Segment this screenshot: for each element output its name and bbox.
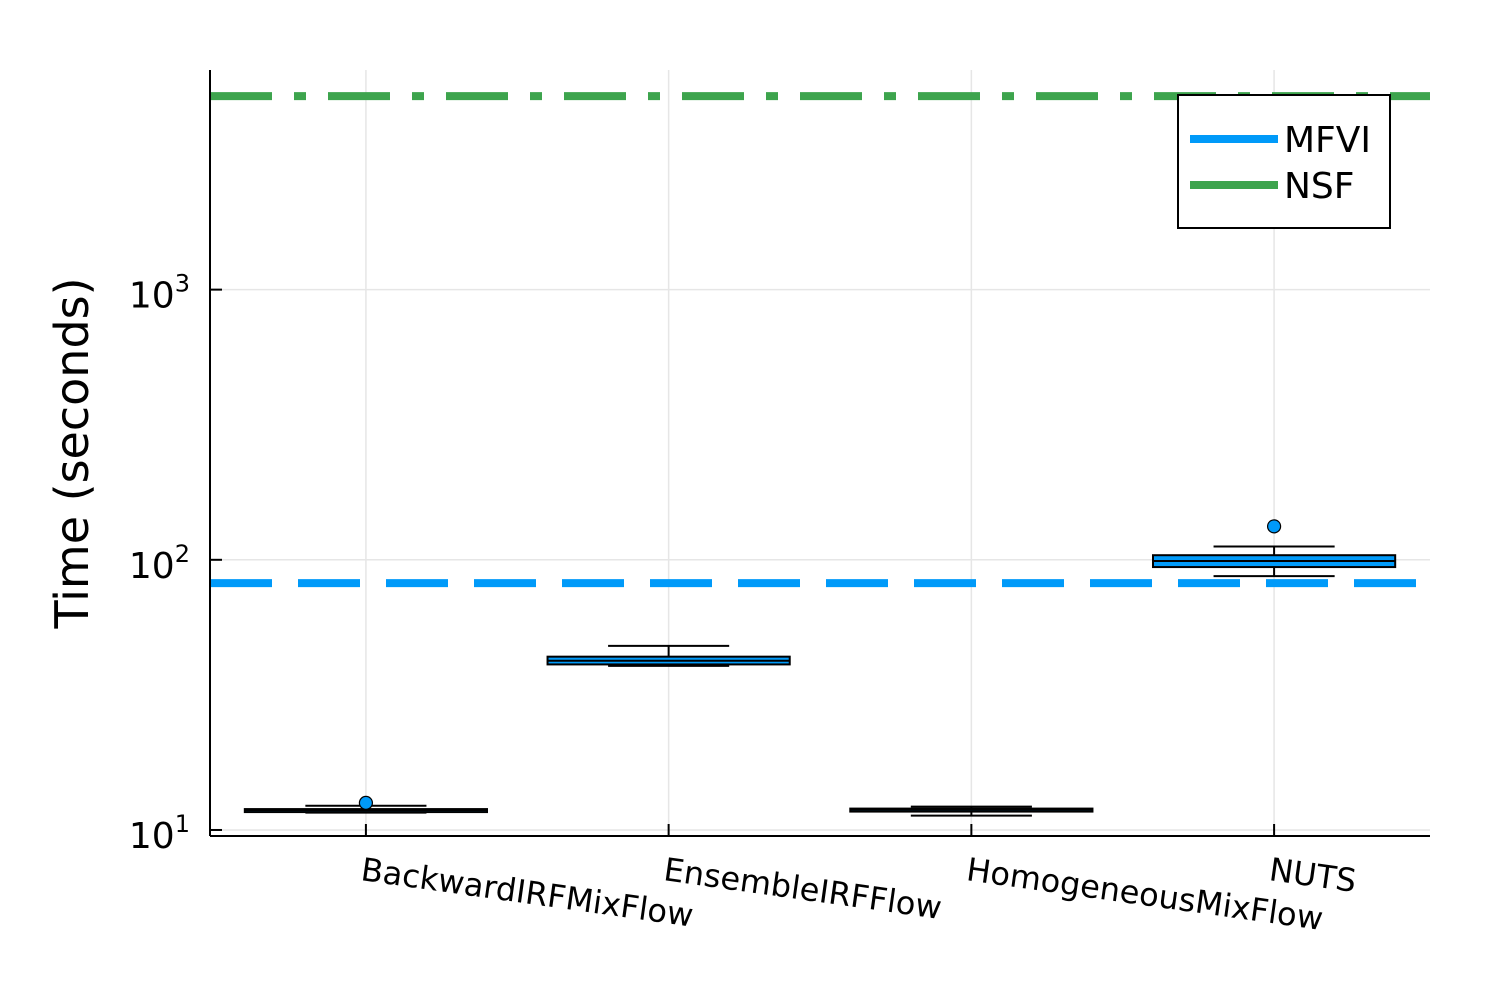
y-tick-label: 102 [129, 540, 190, 587]
y-tick-label: 103 [129, 270, 190, 317]
x-tick-label: NUTS [1267, 850, 1359, 900]
y-axis-label: Time (seconds) [45, 277, 99, 629]
box-NUTS [1152, 519, 1397, 578]
legend-box [1177, 94, 1391, 229]
tick-labels: 101 102 103 BackwardIRFMixFlowEnsembleIRFFl… [129, 270, 1359, 938]
box-plots [243, 519, 1397, 817]
legend-label-nsf: NSF [1284, 166, 1355, 207]
box-EnsembleIRFFlow [546, 644, 791, 667]
outlier-point [1266, 519, 1282, 534]
box-BackwardIRFMixFlow [243, 795, 488, 814]
axes [209, 70, 1430, 837]
box-HomogeneousMixFlow [849, 805, 1094, 817]
x-tick-label: EnsembleIRFFlow [662, 850, 945, 927]
y-tick-label: 101 [129, 810, 190, 857]
reference-lines [210, 92, 1430, 588]
outlier-point [358, 795, 374, 810]
x-tick-label: BackwardIRFMixFlow [359, 850, 696, 934]
legend-label-mfvi: MFVI [1284, 120, 1371, 161]
legend: MFVI NSF [1177, 94, 1391, 229]
